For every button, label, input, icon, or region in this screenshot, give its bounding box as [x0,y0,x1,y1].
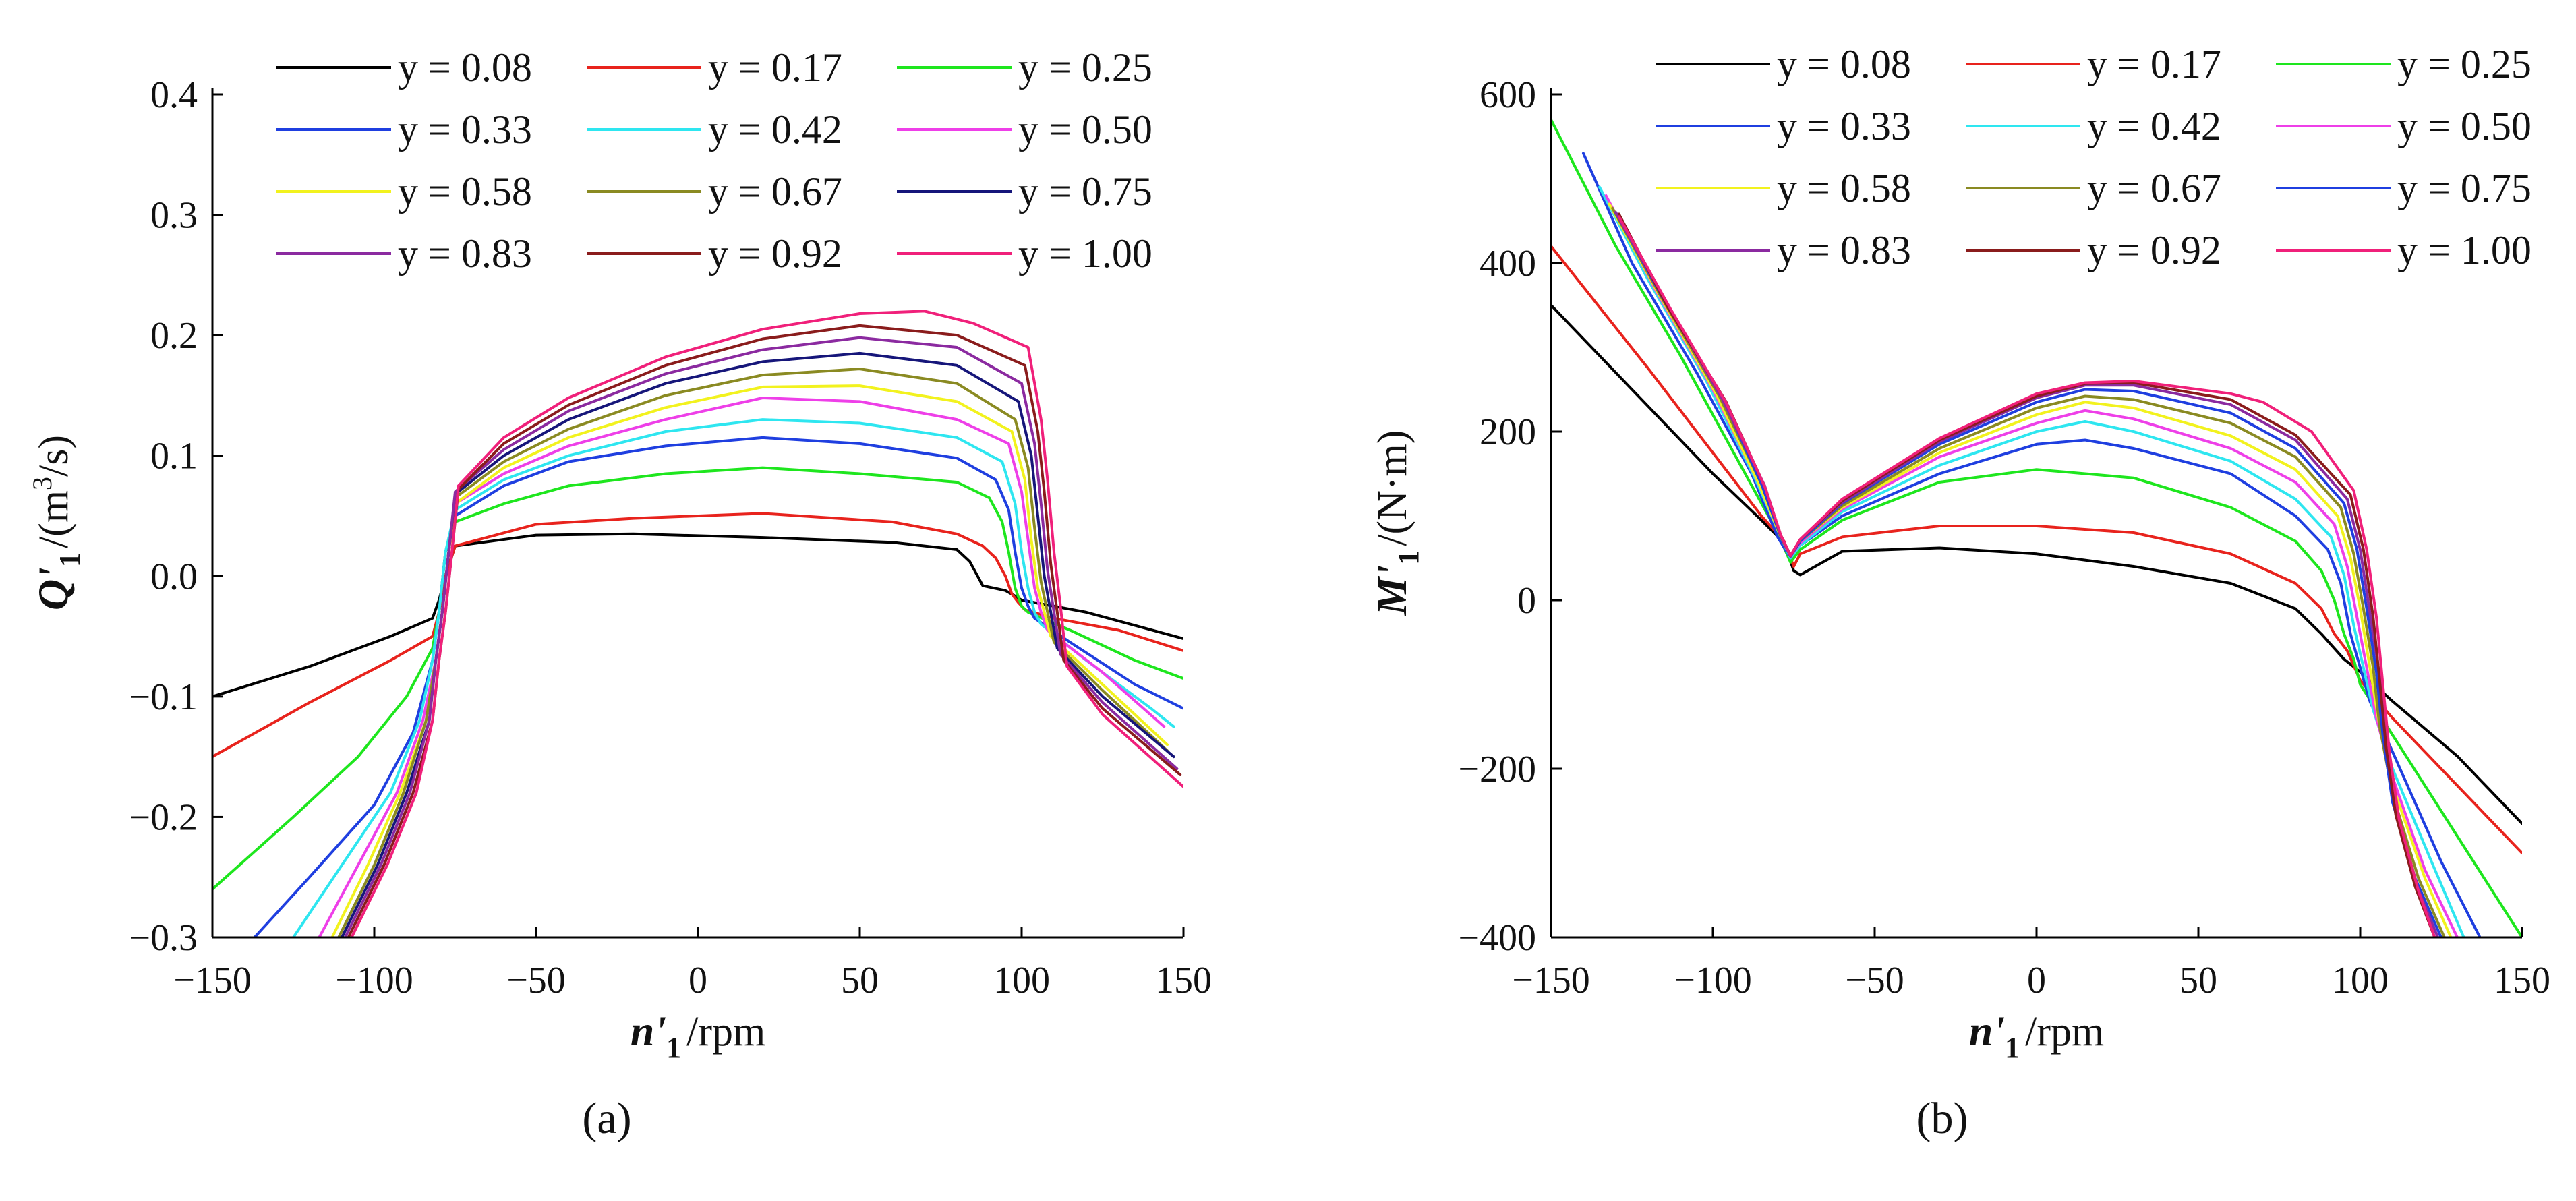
series-line-y-0.42 [292,418,1175,937]
x-tick-label: −100 [335,960,413,1001]
legend-entry-label: y = 0.75 [2397,166,2531,210]
chart-panel-b: −150 −100 −50 0 50 100 150 −400 −200 0 200 400 600 M'… [1368,42,2550,1143]
series-group [1551,118,2522,937]
x-axis-symbol: n' [631,1007,666,1055]
x-tick-label: −50 [1845,960,1904,1001]
x-tick-label: −50 [506,960,566,1001]
y-tick-label: 200 [1480,411,1536,453]
series-line-y-0.17 [1551,245,2522,854]
series-line-y-0.83 [1614,211,2440,937]
panel-label: (b) [1916,1094,1968,1143]
legend-entry-label: y = 0.42 [2087,104,2221,148]
legend: y = 0.08 y = 0.17 y = 0.25 y = 0.33 y = 0.42… [276,45,1152,276]
y-tick-label: 0 [1517,580,1536,622]
chart-panel-a: −150 −100 −50 0 50 100 150 −0.3 −0.2 −0.1 0.0 0.1 0.… [27,45,1212,1143]
series-line-y-1.00 [1617,215,2436,937]
legend: y = 0.08 y = 0.17 y = 0.25 y = 0.33 y = 0.42… [1656,42,2531,272]
x-axis-subscript: 1 [2005,1031,2020,1064]
y-tick-label: 0.0 [150,556,198,597]
legend-entry-label: y = 0.67 [2087,166,2221,210]
y-tick-label: −0.2 [129,796,198,838]
legend-entry-label: y = 0.83 [1777,228,1911,272]
series-line-y-0.58 [1608,202,2453,937]
x-axis-subscript: 1 [666,1031,681,1064]
x-tick-label: 50 [2179,960,2217,1001]
legend-entry-label: y = 0.33 [1777,104,1911,148]
series-line-y-0.50 [1604,194,2459,937]
series-line-y-0.83 [343,336,1179,937]
legend-entry-label: y = 0.92 [708,231,842,276]
x-tick-label: 0 [689,960,707,1001]
x-axis-label: n'1/rpm [1969,1007,2104,1064]
x-tick-label: −100 [1674,960,1752,1001]
x-tick-label: 50 [841,960,879,1001]
legend-entry-label: y = 0.92 [2087,228,2221,272]
x-axis-unit: /rpm [686,1009,765,1055]
y-axis-subscript: 1 [53,552,86,567]
y-tick-label: 600 [1480,74,1536,116]
legend-entry-label: y = 0.58 [1777,166,1911,210]
y-axis-subscript: 1 [1392,550,1425,565]
y-tick-label: 0.2 [150,315,198,357]
series-line-y-0.25 [212,466,1183,891]
y-axis-label: Q'1 /(m3/s) [27,435,86,610]
y-axis-unit-tail: /s) [31,435,77,477]
y-axis-symbol: M' [1368,565,1415,616]
series-line-y-1.00 [350,310,1183,937]
y-axis-unit-superscript: 3 [27,477,57,490]
series-line-y-0.67 [337,368,1169,937]
y-axis-unit: /(m [31,490,77,548]
x-axis-symbol: n' [1969,1007,2005,1055]
series-line-y-0.92 [1617,212,2436,937]
x-tick-label: 0 [2027,960,2046,1001]
y-axis-symbol: Q' [29,567,77,610]
y-tick-label: 0.4 [150,74,198,116]
panel-label: (a) [582,1094,631,1143]
legend-entry-label: y = 0.25 [2397,42,2531,86]
series-group [212,310,1183,937]
y-tick-label: −0.3 [129,917,198,959]
series-line-y-0.75 [1614,211,2442,937]
y-axis-unit: /(N·m) [1370,430,1415,546]
legend-entry-label: y = 0.17 [708,45,842,90]
y-tick-label: −400 [1458,917,1536,959]
x-tick-label: 100 [993,960,1050,1001]
legend-entry-label: y = 0.58 [398,169,532,214]
legend-entry-label: y = 0.75 [1018,169,1152,214]
y-axis-label: M'1 /(N·m) [1368,430,1425,616]
x-tick-label: 150 [1155,960,1212,1001]
x-tick-label: −150 [1512,960,1590,1001]
series-line-y-0.25 [1551,118,2522,937]
legend-entry-label: y = 0.50 [1018,107,1152,152]
y-tick-label: 0.3 [150,195,198,237]
legend-entry-label: y = 1.00 [1018,231,1152,276]
legend-entry-label: y = 0.42 [708,107,842,152]
x-axis-unit: /rpm [2025,1009,2104,1055]
series-line-y-0.75 [341,351,1175,937]
x-axis-label: n'1/rpm [631,1007,765,1064]
series-line-y-0.42 [1598,185,2465,937]
legend-entry-label: y = 0.08 [1777,42,1911,86]
y-tick-label: −0.1 [129,676,198,718]
legend-entry-label: y = 0.17 [2087,42,2221,86]
x-tick-label: −150 [173,960,252,1001]
series-line-y-0.50 [318,397,1166,937]
series-line-y-0.33 [1582,152,2482,937]
x-tick-label: 150 [2494,960,2550,1001]
legend-entry-label: y = 0.33 [398,107,532,152]
legend-entry-label: y = 1.00 [2397,228,2531,272]
series-line-y-0.67 [1611,206,2446,937]
y-tick-label: 400 [1480,243,1536,285]
series-line-y-0.33 [253,436,1183,937]
legend-entry-label: y = 0.25 [1018,45,1152,90]
x-tick-label: 100 [2332,960,2389,1001]
legend-entry-label: y = 0.83 [398,231,532,276]
y-tick-label: 0.1 [150,436,198,477]
legend-entry-label: y = 0.08 [398,45,532,90]
legend-entry-label: y = 0.50 [2397,104,2531,148]
y-tick-label: −200 [1458,749,1536,790]
legend-entry-label: y = 0.67 [708,169,842,214]
